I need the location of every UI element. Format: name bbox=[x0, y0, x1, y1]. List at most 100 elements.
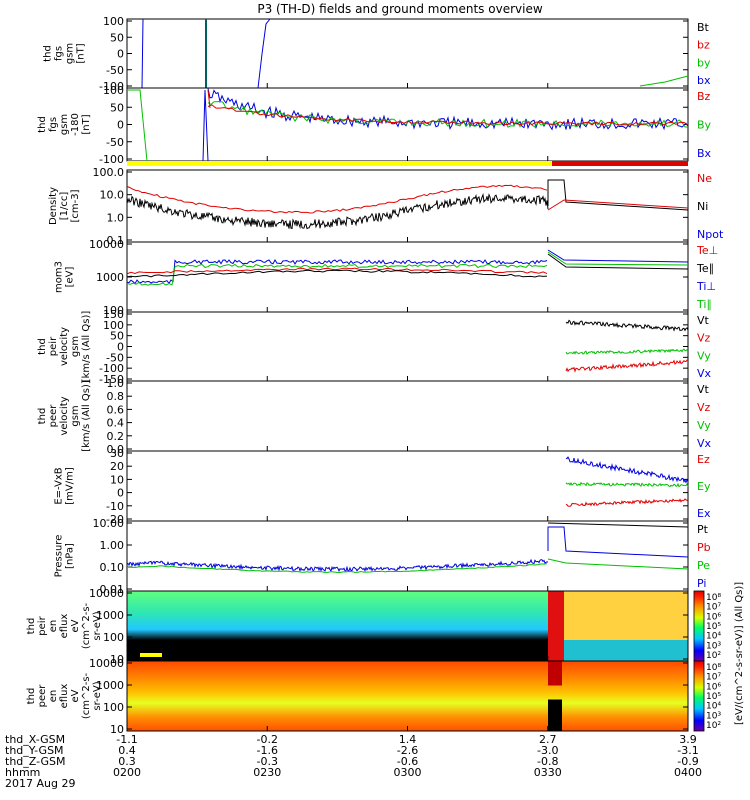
y-tick-label: 0 bbox=[117, 48, 124, 61]
plot-frame bbox=[126, 520, 689, 592]
footer-value: -3.0 bbox=[537, 744, 558, 757]
y-axis-label: Pressure [nPa] bbox=[54, 535, 76, 578]
footer-value: 2.7 bbox=[539, 733, 557, 746]
legend-electron_velocity-1: Vz bbox=[697, 401, 711, 414]
y-tick-label: 0 bbox=[117, 341, 124, 354]
y-tick-label: 100 bbox=[103, 631, 124, 644]
trace-ti-post bbox=[547, 249, 689, 263]
y-axis-label: thd fgs gsm [nT] bbox=[43, 43, 87, 64]
trace-ti-par-post bbox=[547, 251, 689, 266]
legend-fgs-0: Bt bbox=[697, 21, 710, 34]
legend-fgs-2: by bbox=[697, 56, 711, 69]
legend-density-1: Ni bbox=[697, 200, 708, 213]
y-label-line: [mV/m] bbox=[65, 467, 76, 505]
mode-bar-red bbox=[552, 161, 688, 166]
trace-pi bbox=[126, 558, 549, 573]
footer-value: -0.9 bbox=[677, 755, 698, 768]
colorbar: 10⁸10⁷10⁶10⁵10⁴10³10²10⁸10⁷10⁶10⁵10⁴10³1… bbox=[693, 582, 745, 732]
y-axis-label: mom3 [eV] bbox=[54, 261, 76, 293]
trace-by bbox=[207, 100, 689, 128]
y-label-line: gsm bbox=[59, 114, 70, 135]
colorbar-tick: 10⁸ bbox=[706, 593, 721, 603]
colorbar-tick: 10⁵ bbox=[706, 692, 721, 702]
y-label-line: fgs bbox=[54, 46, 65, 61]
trace-bz bbox=[207, 104, 689, 126]
panel-fgs_zoom: 100 50 0 -50 -100 thd fgs gsm -180 [nT] Bz By Bx bbox=[37, 84, 712, 166]
ion-spectrogram-pre bbox=[127, 591, 548, 661]
legend-fgs_zoom-2: Bx bbox=[697, 147, 712, 160]
legend-ion_velocity-2: Vy bbox=[697, 349, 711, 362]
colorbar-tick: 10³ bbox=[706, 641, 721, 651]
y-label-line: (cm^2-s- bbox=[81, 672, 92, 719]
footer-label: thd_X-GSM bbox=[5, 733, 65, 746]
y-tick-label: 0.1 bbox=[107, 234, 125, 247]
y-tick-label: 0.2 bbox=[107, 430, 125, 443]
footer-value: 0300 bbox=[394, 766, 422, 779]
colorbar-tick: 10⁸ bbox=[706, 663, 721, 673]
y-label-line: velocity bbox=[59, 327, 70, 366]
trace-ne-post bbox=[547, 199, 689, 211]
y-tick-label: 0 bbox=[117, 119, 124, 132]
y-label-line: sr-eV) bbox=[92, 611, 103, 640]
y-label-line: eflux bbox=[59, 684, 70, 709]
footer-value: 0.3 bbox=[118, 755, 136, 768]
footer-value: -0.8 bbox=[537, 755, 558, 768]
colorbar-tick: 10⁷ bbox=[706, 603, 721, 613]
y-tick-label: 100 bbox=[103, 84, 124, 97]
trace-pe bbox=[127, 563, 548, 574]
plot-frame bbox=[126, 311, 689, 382]
colorbar-tick: 10² bbox=[706, 651, 721, 661]
y-tick-label: 100 bbox=[103, 701, 124, 714]
trace-pt-post bbox=[547, 522, 689, 528]
trace-pi-post bbox=[547, 526, 689, 558]
trace-te-perp bbox=[126, 267, 548, 275]
colorbar-tick: 10⁴ bbox=[706, 702, 721, 712]
trace-bz-spike bbox=[207, 89, 211, 109]
y-tick-label: 50 bbox=[110, 31, 124, 44]
y-tick-label: 1000 bbox=[96, 271, 124, 284]
legend-temperature-0: Te⊥ bbox=[696, 244, 718, 257]
footer-value: -2.6 bbox=[397, 744, 418, 757]
y-label-line: [nT] bbox=[81, 114, 92, 134]
legend-temperature-1: Te∥ bbox=[696, 262, 714, 275]
trace-bx-spike bbox=[202, 89, 209, 162]
y-label-line: Density bbox=[48, 187, 59, 225]
y-tick-label: 0.0 bbox=[107, 443, 125, 456]
y-label-line: peer bbox=[37, 684, 48, 708]
legend-ion_velocity-1: Vz bbox=[697, 332, 711, 345]
y-tick-label: 50 bbox=[110, 101, 124, 114]
colorbar-tick: 10⁶ bbox=[706, 612, 721, 622]
y-tick-label: -100 bbox=[99, 80, 124, 93]
panel-electron_velocity: 1.00.80.60.40.20.0 thd peer velocity gsm [km/… bbox=[37, 377, 712, 456]
y-label-line: peir bbox=[48, 336, 59, 356]
trace-pe-post bbox=[547, 558, 689, 570]
colorbar-tick: 10⁴ bbox=[706, 632, 721, 642]
y-label-line: [1/cc] bbox=[59, 192, 70, 221]
y-label-line: eV bbox=[70, 619, 81, 632]
trace-vy bbox=[565, 348, 689, 355]
footer-label: thd_Z-GSM bbox=[5, 755, 65, 768]
panel-temperature: 10000 1000 100 mom3 [eV] Te⊥ Te∥ Ti⊥ Ti∥ bbox=[54, 238, 719, 317]
y-tick-label: -20 bbox=[106, 513, 124, 526]
y-tick-label: 50 bbox=[110, 330, 124, 343]
legend-efield-0: Ez bbox=[697, 453, 710, 466]
figure-title: P3 (TH-D) fields and ground moments over… bbox=[257, 2, 542, 16]
electron-spectrogram-burst bbox=[548, 661, 562, 686]
y-tick-label: -150 bbox=[99, 373, 124, 386]
legend-ion_velocity-3: Vx bbox=[697, 367, 712, 380]
legend-electron_velocity-3: Vx bbox=[697, 437, 712, 450]
y-tick-label: 1.00 bbox=[100, 539, 125, 552]
trace-vz bbox=[565, 359, 689, 373]
colorbar-strip-1 bbox=[693, 660, 705, 732]
y-tick-label: 0.01 bbox=[100, 583, 125, 596]
y-label-line: thd bbox=[37, 116, 48, 133]
legend-fgs-1: bz bbox=[697, 39, 710, 52]
footer-value: -0.6 bbox=[397, 755, 418, 768]
y-tick-label: 30 bbox=[110, 447, 124, 460]
y-label-line: thd bbox=[43, 45, 54, 62]
colorbar-tick: 10³ bbox=[706, 711, 721, 721]
y-label-line: fgs bbox=[48, 117, 59, 132]
y-axis-label: thd peir velocity gsm [km/s (All Qs)] bbox=[37, 311, 92, 383]
